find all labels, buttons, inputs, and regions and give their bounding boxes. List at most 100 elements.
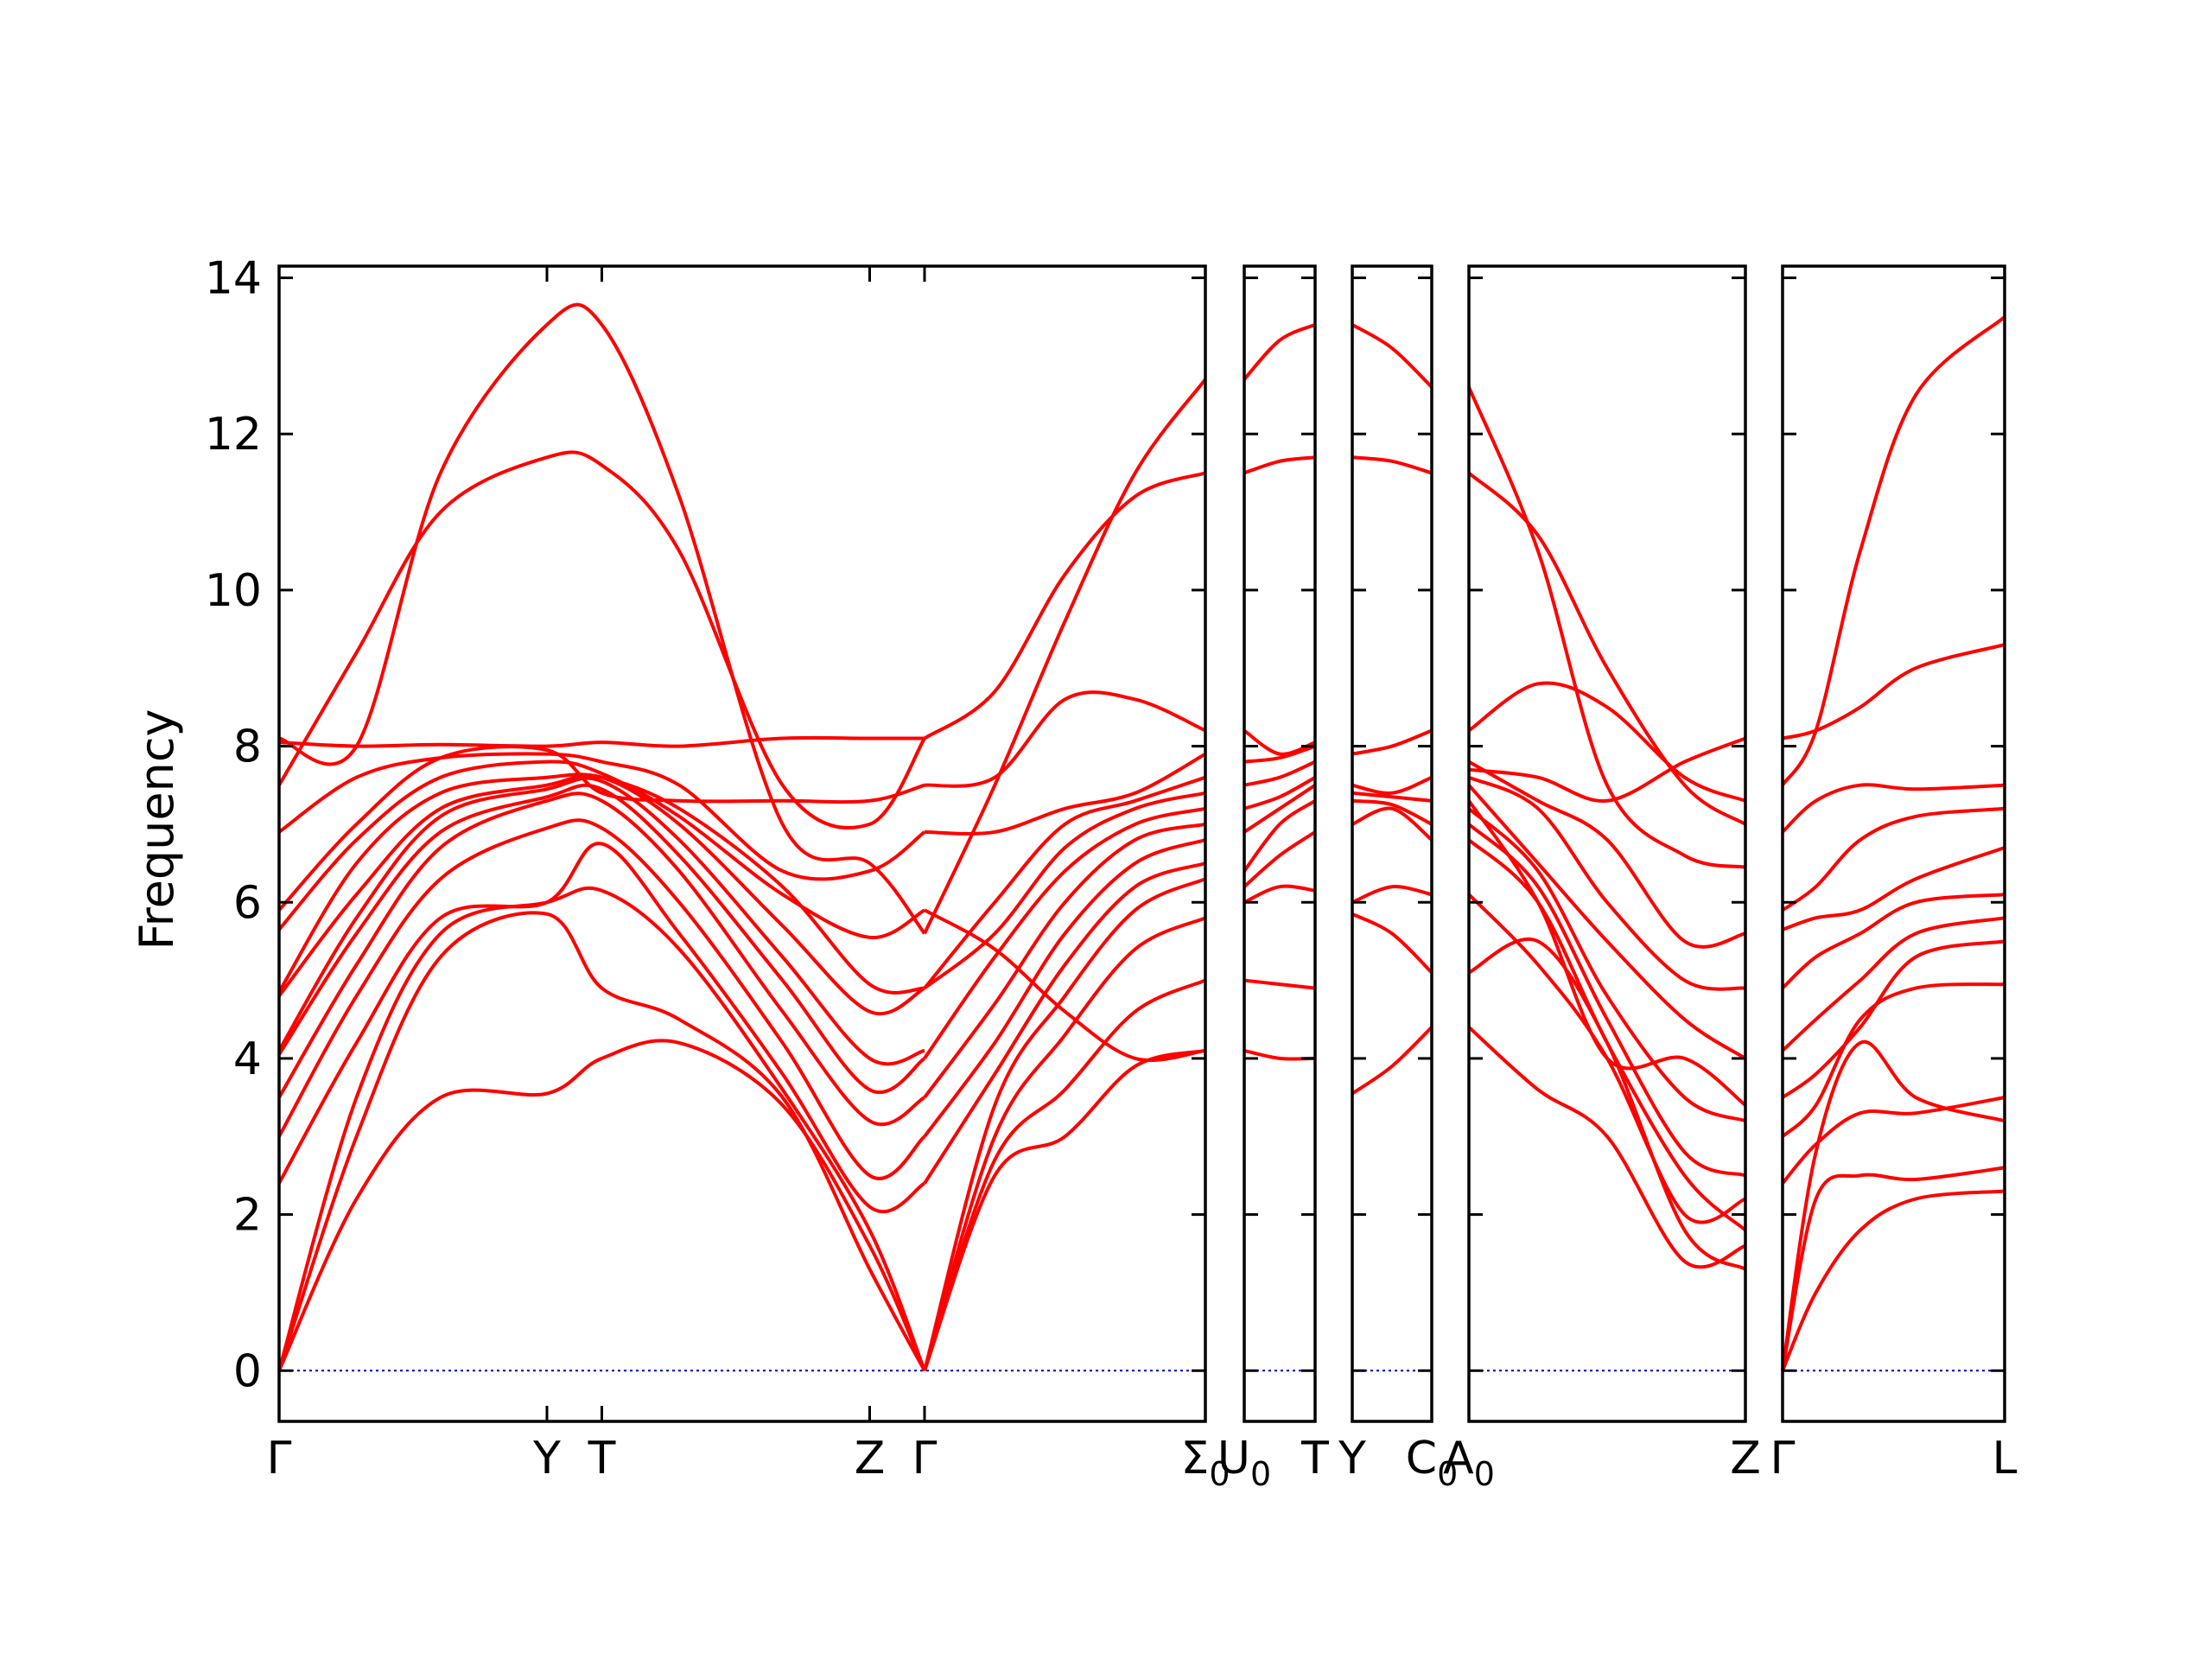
y-tick-label: 14 [205, 253, 262, 305]
panel-frame [1467, 264, 1747, 1423]
band-line [277, 911, 926, 1372]
band-line [1351, 791, 1433, 803]
y-tick-label: 4 [233, 1033, 262, 1085]
x-tick-label: Y [532, 1433, 561, 1484]
band-line [1781, 916, 2005, 1052]
band-line [923, 806, 1206, 1060]
band-line [277, 791, 926, 1127]
band-line [923, 791, 1206, 990]
band-line [1351, 775, 1433, 795]
band-line [1243, 799, 1317, 873]
band-line [923, 877, 1206, 1371]
x-tick-label: L [1993, 1433, 2018, 1484]
band-line [1243, 455, 1316, 475]
panel-2: Y C0 [1338, 264, 1459, 1493]
panel-frame [1243, 264, 1317, 1423]
band-line [1467, 471, 1747, 826]
y-axis-label: Frequency [130, 709, 184, 950]
band-line [923, 861, 1206, 1185]
band-line [277, 776, 925, 1066]
band-line [1467, 807, 1746, 1123]
band-line [924, 690, 1206, 788]
x-tick-label: A0 [1443, 1433, 1495, 1493]
band-line [923, 838, 1206, 1138]
band-line [277, 752, 926, 881]
band-line [923, 978, 1206, 1371]
band-line [1468, 760, 1746, 949]
band-line [1351, 1026, 1433, 1096]
band-line [1351, 798, 1433, 826]
band-line [1781, 982, 2005, 1138]
band-line [1467, 838, 1747, 1232]
band-line [277, 745, 925, 912]
y-tick-label: 12 [205, 409, 262, 461]
band-line [277, 842, 926, 1214]
band-line [923, 378, 1207, 935]
band-line [1243, 784, 1317, 834]
band-line [923, 775, 1206, 989]
band-line [1351, 728, 1433, 756]
band-line [277, 772, 925, 995]
band-line [924, 752, 1206, 836]
band-line [923, 916, 1206, 1371]
panel-3: A0 Z [1443, 264, 1761, 1493]
band-line [1781, 1166, 2005, 1371]
band-line [1243, 744, 1316, 764]
band-line [1781, 1189, 2005, 1372]
panel-frame [1781, 264, 2006, 1423]
band-line [1351, 455, 1433, 475]
band-line [1243, 978, 1316, 990]
panel-0: Γ Y T Z Γ Σ0 [267, 264, 1230, 1493]
x-tick-label: Z [855, 1433, 886, 1484]
x-tick-label: U0 [1217, 1433, 1271, 1493]
band-line [1243, 884, 1316, 905]
band-line [1467, 799, 1747, 1107]
band-line [277, 783, 926, 1094]
band-line [1781, 1039, 2005, 1371]
band-line [1351, 806, 1433, 842]
x-tick-label: Γ [1770, 1433, 1796, 1484]
band-line [1351, 912, 1433, 975]
y-tick-label: 8 [233, 721, 262, 773]
x-tick-label: Y [1338, 1433, 1366, 1484]
band-line [277, 886, 926, 1372]
band-line [923, 471, 1206, 741]
band-line [278, 302, 926, 935]
x-tick-label: Γ [912, 1433, 938, 1484]
band-line [1243, 830, 1317, 888]
band-line [1468, 736, 1746, 803]
band-line [1243, 322, 1316, 381]
x-tick-label: Σ0 [1180, 1433, 1230, 1493]
y-tick-label: 0 [233, 1345, 262, 1397]
x-tick-label: T [1300, 1433, 1329, 1484]
band-line [1467, 823, 1746, 1178]
band-line [1468, 775, 1746, 991]
band-line [1243, 775, 1316, 810]
band-line [1351, 323, 1433, 389]
panel-frame [1351, 264, 1433, 1423]
band-line [924, 908, 1206, 1063]
band-line [1467, 1026, 1746, 1269]
band-line [277, 1039, 926, 1372]
x-tick-label: C0 [1406, 1433, 1459, 1493]
band-line [1467, 386, 1746, 869]
band-line [1781, 1096, 2005, 1185]
y-tick-label: 2 [233, 1190, 262, 1242]
panel-frame [277, 264, 1207, 1423]
band-line [923, 1048, 1206, 1371]
band-line [278, 735, 925, 748]
band-line [923, 822, 1206, 1099]
band-line [277, 773, 926, 1016]
band-line [1467, 784, 1747, 1060]
x-tick-label: T [588, 1433, 616, 1484]
y-tick-label: 6 [233, 877, 262, 929]
y-tick-label: 10 [205, 565, 262, 617]
x-tick-label: Z [1730, 1433, 1761, 1484]
band-line [1781, 939, 2005, 1099]
band-line [1781, 806, 2005, 912]
band-line [1781, 315, 2006, 786]
band-line [277, 818, 926, 1180]
